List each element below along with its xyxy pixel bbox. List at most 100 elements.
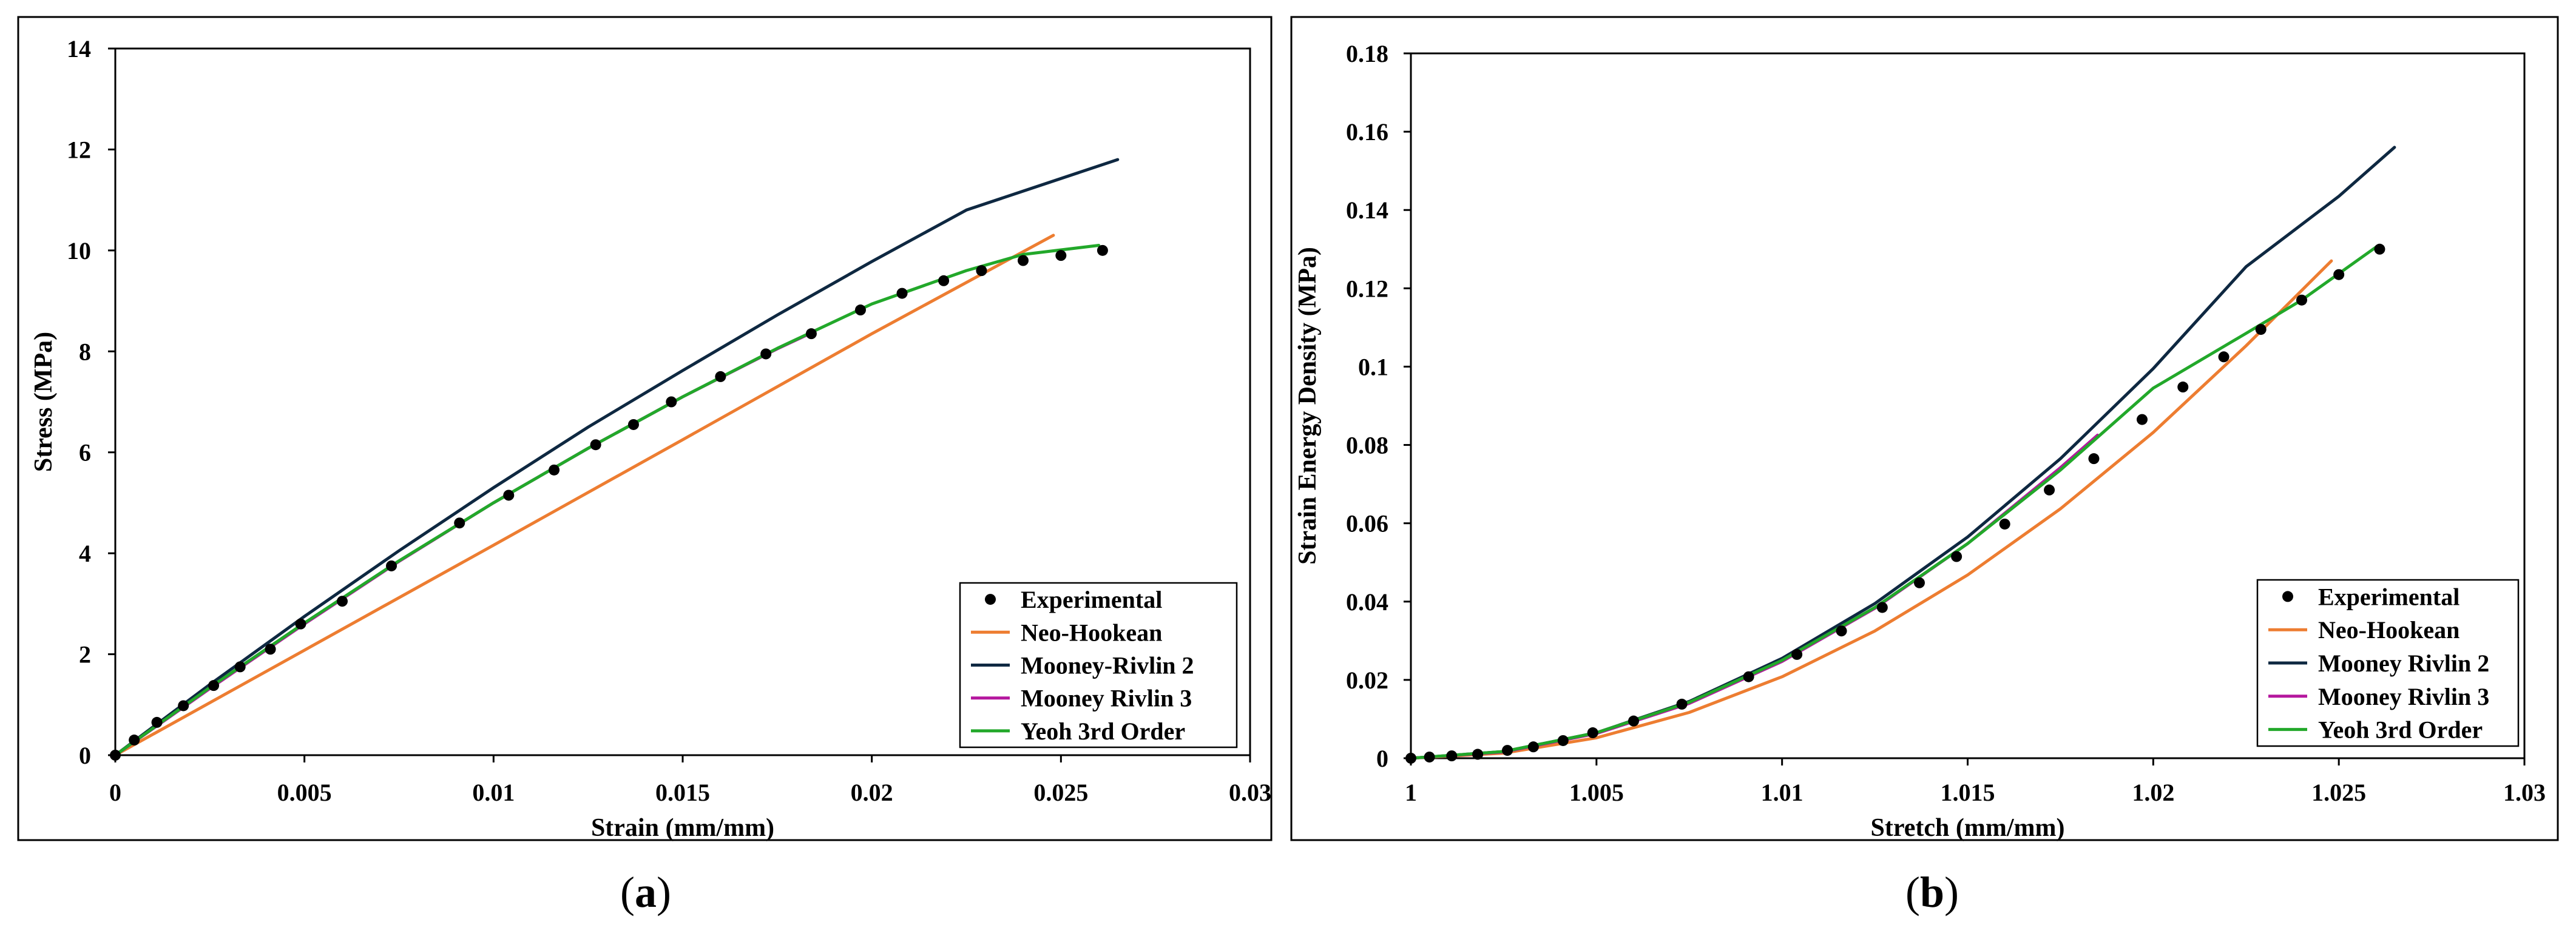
legend: Experimental Neo-Hookean Mooney-Rivlin 2 Mo… bbox=[959, 582, 1238, 749]
chart-frame bbox=[17, 16, 1273, 841]
data-point bbox=[129, 735, 140, 746]
series-line-yeoh-3rd-order bbox=[1409, 246, 2378, 760]
legend-label: Experimental bbox=[2318, 583, 2459, 610]
data-point bbox=[549, 464, 560, 476]
data-point bbox=[1876, 602, 1888, 613]
x-tick-label: 0.005 bbox=[277, 779, 332, 806]
data-point bbox=[178, 700, 189, 712]
y-tick-label: 0.08 bbox=[1346, 432, 1388, 459]
data-point bbox=[1097, 244, 1108, 256]
data-point bbox=[454, 517, 465, 529]
data-point bbox=[715, 371, 726, 382]
y-tick-label: 2 bbox=[79, 641, 91, 668]
y-tick-label: 0.18 bbox=[1346, 40, 1388, 67]
data-point bbox=[2333, 269, 2345, 280]
data-point bbox=[1913, 577, 1925, 588]
data-point bbox=[2374, 243, 2385, 255]
data-point bbox=[208, 680, 220, 691]
data-point bbox=[896, 288, 908, 299]
x-tick-label: 0.025 bbox=[1033, 779, 1088, 806]
x-axis-label: Stretch (mm/mm) bbox=[1871, 814, 2065, 842]
data-point bbox=[805, 328, 817, 340]
data-point bbox=[1999, 518, 2010, 530]
y-tick-label: 0.1 bbox=[1358, 353, 1388, 380]
legend-label: Yeoh 3rd Order bbox=[2318, 716, 2483, 744]
series-line-mooney-rivlin-3 bbox=[1409, 433, 2100, 760]
y-tick-label: 0.06 bbox=[1346, 510, 1388, 537]
data-point bbox=[2296, 294, 2307, 306]
y-tick-label: 0.16 bbox=[1346, 118, 1388, 146]
series-line-mooney-rivlin-2 bbox=[1409, 146, 2396, 760]
data-point bbox=[1502, 745, 1513, 756]
panel-label-a: (a) bbox=[620, 868, 671, 917]
legend-marker bbox=[985, 594, 996, 605]
x-tick-label: 1 bbox=[1405, 779, 1417, 806]
y-tick-label: 4 bbox=[79, 540, 91, 567]
data-point bbox=[503, 490, 515, 501]
x-tick-label: 1.03 bbox=[2503, 779, 2546, 806]
y-tick-label: 0.02 bbox=[1346, 667, 1388, 694]
legend-box bbox=[959, 582, 1238, 749]
data-point bbox=[1424, 752, 1435, 763]
y-tick-label: 8 bbox=[79, 338, 91, 365]
data-point bbox=[2255, 324, 2267, 335]
legend-label: Yeoh 3rd Order bbox=[1021, 718, 1185, 745]
data-point bbox=[386, 560, 397, 571]
chart-frame bbox=[1290, 16, 2559, 841]
legend-label: Experimental bbox=[1021, 586, 1162, 613]
data-point bbox=[760, 348, 772, 360]
y-tick-label: 12 bbox=[67, 136, 91, 163]
chart-a: 0 0.005 0.01 0.015 0.02 0.025 0.03 0 2 4 6 8 10 12 14 S… bbox=[17, 16, 1273, 842]
series-line-yeoh-3rd-order bbox=[113, 244, 1101, 757]
data-point bbox=[295, 618, 306, 630]
y-tick-label: 14 bbox=[67, 35, 91, 62]
y-tick-label: 0 bbox=[79, 742, 91, 769]
x-tick-label: 0.015 bbox=[655, 779, 710, 806]
data-point bbox=[1743, 671, 1754, 682]
y-tick-label: 0.14 bbox=[1346, 197, 1388, 224]
series-line-neo-hookean bbox=[113, 234, 1055, 757]
legend-label: Mooney Rivlin 3 bbox=[2318, 683, 2489, 710]
y-tick-label: 0.12 bbox=[1346, 275, 1388, 302]
data-point bbox=[2218, 351, 2229, 363]
x-tick-label: 1.01 bbox=[1761, 779, 1804, 806]
data-point bbox=[1587, 727, 1598, 739]
data-point bbox=[854, 304, 866, 316]
data-point bbox=[1676, 698, 1688, 710]
legend-label: Neo-Hookean bbox=[2318, 616, 2459, 644]
data-point bbox=[234, 661, 246, 673]
x-axis-label: Strain (mm/mm) bbox=[591, 814, 774, 842]
data-point bbox=[1557, 735, 1569, 746]
x-tick-label: 1.025 bbox=[2311, 779, 2366, 806]
legend-label: Mooney-Rivlin 2 bbox=[1021, 652, 1194, 679]
data-point bbox=[938, 275, 950, 286]
x-tick-label: 0 bbox=[109, 779, 121, 806]
series-line-mooney-rivlin-3 bbox=[113, 329, 817, 757]
data-point bbox=[2044, 484, 2055, 496]
panel-label-b: (b) bbox=[1905, 868, 1959, 917]
data-point bbox=[1836, 625, 1847, 637]
legend: Experimental Neo-Hookean Mooney Rivlin 2 Mo… bbox=[2256, 579, 2520, 747]
data-point bbox=[1527, 741, 1539, 753]
y-tick-label: 0 bbox=[1376, 745, 1388, 772]
data-point bbox=[627, 419, 639, 430]
data-point bbox=[1055, 250, 1067, 261]
x-tick-label: 1.005 bbox=[1569, 779, 1624, 806]
data-point bbox=[1951, 551, 1962, 562]
legend-label: Mooney Rivlin 3 bbox=[1021, 685, 1192, 712]
x-tick-label: 1.015 bbox=[1941, 779, 1995, 806]
legend-marker bbox=[2282, 591, 2293, 602]
y-tick-label: 0.04 bbox=[1346, 588, 1388, 616]
chart-b: 1 1.005 1.01 1.015 1.02 1.025 1.03 0 0.02 0.04 0.0… bbox=[1290, 16, 2559, 842]
x-tick-label: 1.02 bbox=[2132, 779, 2174, 806]
x-tick-label: 0.03 bbox=[1229, 779, 1271, 806]
data-point bbox=[2177, 382, 2189, 393]
data-point bbox=[151, 716, 163, 728]
legend-label: Neo-Hookean bbox=[1021, 619, 1162, 646]
data-point bbox=[1018, 255, 1029, 266]
data-point bbox=[337, 596, 348, 607]
y-axis-label: Strain Energy Density (MPa) bbox=[1294, 247, 1322, 565]
data-point bbox=[110, 750, 121, 761]
x-tick-label: 0.02 bbox=[851, 779, 893, 806]
